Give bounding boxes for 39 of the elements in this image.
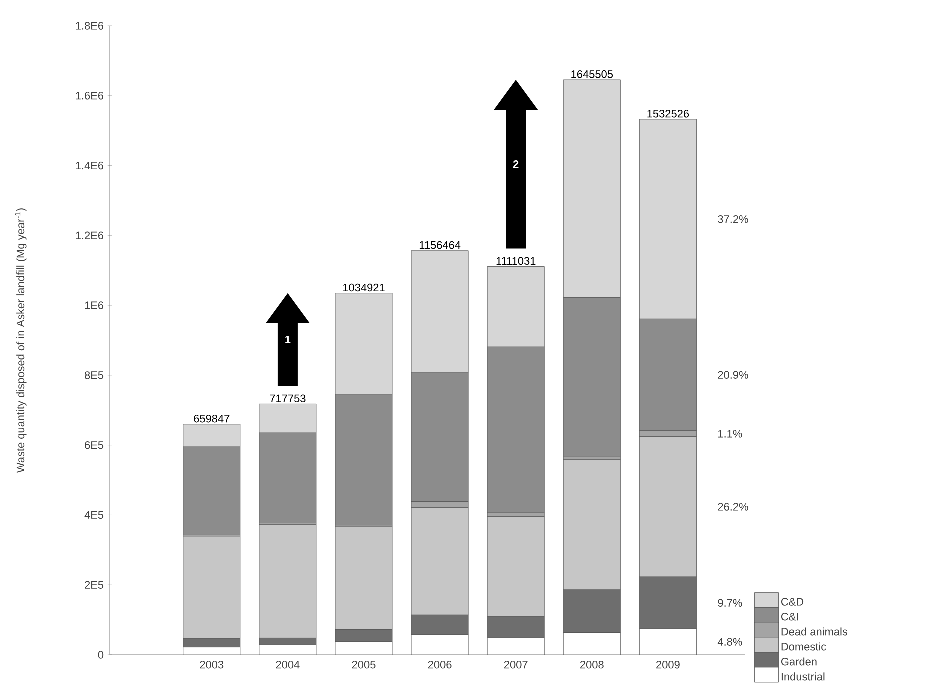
y-axis-title: Waste quantity disposed of in Asker landfill (Mg year$^{-1}$) bbox=[15, 208, 27, 474]
x-tick-label: 2003 bbox=[200, 660, 224, 669]
legend-label: C&I bbox=[782, 613, 798, 621]
y-tick-label: 1.2E6 bbox=[76, 232, 104, 240]
y-tick-label: 1.8E6 bbox=[76, 22, 104, 30]
x-tick-label: 2008 bbox=[580, 660, 604, 669]
total-label: 1034921 bbox=[344, 284, 385, 292]
annotation: 9.7% bbox=[718, 599, 742, 607]
legend-label: Domestic bbox=[782, 642, 826, 651]
annotation: 1.1% bbox=[718, 430, 742, 438]
total-label: 1111031 bbox=[496, 257, 536, 266]
total-label: 659847 bbox=[194, 414, 230, 423]
legend-label: C&D bbox=[782, 598, 804, 606]
y-tick-label: 2E5 bbox=[85, 581, 104, 589]
y-tick-label: 1.4E6 bbox=[76, 162, 104, 170]
total-label: 1156464 bbox=[420, 241, 461, 250]
annotation: 4.8% bbox=[718, 638, 742, 646]
total-label: 717753 bbox=[270, 394, 306, 402]
total-label: 1532526 bbox=[648, 110, 690, 118]
total-label: 1645505 bbox=[572, 70, 614, 78]
x-tick-label: 2007 bbox=[504, 660, 528, 669]
y-tick-label: 8E5 bbox=[84, 372, 104, 380]
y-tick-label: 0 bbox=[98, 651, 104, 659]
x-tick-label: 2009 bbox=[656, 660, 680, 669]
legend-label: Garden bbox=[781, 658, 817, 666]
x-tick-label: 2006 bbox=[428, 660, 452, 669]
x-tick-label: 2004 bbox=[276, 660, 300, 669]
y-tick-label: 1.6E6 bbox=[76, 92, 104, 100]
legend-label: Industrial bbox=[782, 672, 825, 681]
legend-label: Dead animals bbox=[782, 628, 848, 636]
y-tick-label: 1E6 bbox=[85, 302, 104, 310]
annotation: 1 bbox=[286, 336, 291, 344]
y-tick-label: 6E5 bbox=[85, 441, 104, 450]
annotation: 37.2% bbox=[718, 215, 748, 224]
annotation: 2 bbox=[513, 160, 519, 168]
x-tick-label: 2005 bbox=[352, 660, 376, 669]
annotation: 20.9% bbox=[718, 371, 748, 379]
y-tick-label: 4E5 bbox=[84, 511, 104, 520]
annotation: 26.2% bbox=[718, 503, 748, 511]
